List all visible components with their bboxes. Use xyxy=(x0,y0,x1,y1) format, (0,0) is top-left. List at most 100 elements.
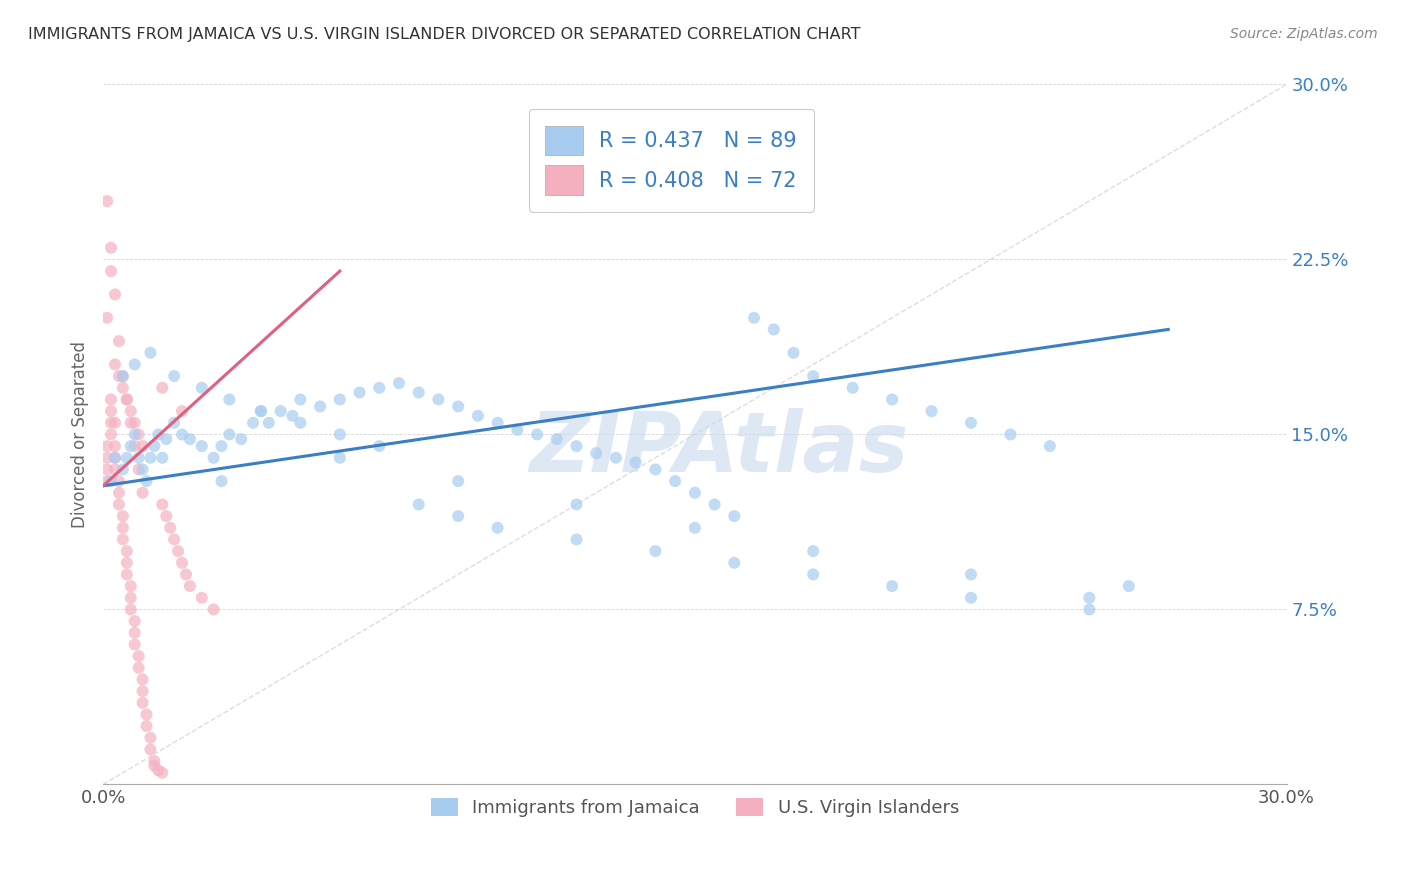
Point xyxy=(960,567,983,582)
Point xyxy=(120,579,142,593)
Point xyxy=(96,439,118,453)
Point xyxy=(108,498,131,512)
Point xyxy=(115,392,138,407)
Point xyxy=(143,754,166,768)
Point xyxy=(329,392,352,407)
Point xyxy=(179,432,201,446)
Point xyxy=(762,322,785,336)
Point xyxy=(108,369,131,384)
Point xyxy=(742,310,765,325)
Point xyxy=(120,416,142,430)
Point xyxy=(408,385,430,400)
Point xyxy=(368,439,391,453)
Point xyxy=(111,381,134,395)
Point xyxy=(250,404,273,418)
Point xyxy=(486,521,509,535)
Point xyxy=(150,450,173,465)
Point xyxy=(115,556,138,570)
Point xyxy=(190,381,212,395)
Point xyxy=(100,474,122,488)
Point xyxy=(565,439,588,453)
Point xyxy=(124,427,146,442)
Point xyxy=(211,439,233,453)
Point xyxy=(368,381,391,395)
Point xyxy=(115,450,138,465)
Point xyxy=(108,334,131,348)
Point xyxy=(96,310,118,325)
Point xyxy=(120,439,142,453)
Point xyxy=(108,474,131,488)
Y-axis label: Divorced or Separated: Divorced or Separated xyxy=(72,341,89,528)
Point xyxy=(250,404,273,418)
Point xyxy=(1039,439,1062,453)
Point xyxy=(585,446,607,460)
Point xyxy=(135,719,157,733)
Point xyxy=(163,369,186,384)
Point xyxy=(104,416,127,430)
Point xyxy=(664,474,686,488)
Point xyxy=(202,602,225,616)
Point xyxy=(801,567,824,582)
Point xyxy=(120,591,142,605)
Point xyxy=(135,707,157,722)
Point xyxy=(100,427,122,442)
Point xyxy=(349,385,371,400)
Point xyxy=(115,567,138,582)
Point xyxy=(143,758,166,772)
Point xyxy=(624,455,647,469)
Point xyxy=(120,404,142,418)
Point xyxy=(131,439,153,453)
Point xyxy=(108,485,131,500)
Point xyxy=(104,462,127,476)
Point xyxy=(408,498,430,512)
Point xyxy=(124,625,146,640)
Point xyxy=(467,409,489,423)
Point xyxy=(565,533,588,547)
Point xyxy=(104,439,127,453)
Point xyxy=(703,498,725,512)
Point xyxy=(290,416,312,430)
Point xyxy=(605,450,627,465)
Point xyxy=(190,591,212,605)
Point xyxy=(170,404,193,418)
Point xyxy=(131,673,153,687)
Point xyxy=(841,381,863,395)
Point xyxy=(683,521,706,535)
Point xyxy=(111,521,134,535)
Point xyxy=(120,602,142,616)
Point xyxy=(960,591,983,605)
Text: IMMIGRANTS FROM JAMAICA VS U.S. VIRGIN ISLANDER DIVORCED OR SEPARATED CORRELATIO: IMMIGRANTS FROM JAMAICA VS U.S. VIRGIN I… xyxy=(28,27,860,42)
Point xyxy=(170,427,193,442)
Point xyxy=(329,427,352,442)
Point xyxy=(281,409,304,423)
Point xyxy=(104,450,127,465)
Point xyxy=(139,450,162,465)
Point xyxy=(96,474,118,488)
Point xyxy=(163,533,186,547)
Point xyxy=(96,194,118,208)
Point xyxy=(921,404,943,418)
Point xyxy=(174,567,197,582)
Point xyxy=(155,432,177,446)
Point xyxy=(104,287,127,301)
Point xyxy=(447,400,470,414)
Point xyxy=(100,404,122,418)
Point xyxy=(1000,427,1022,442)
Point xyxy=(111,533,134,547)
Point xyxy=(486,416,509,430)
Point xyxy=(190,439,212,453)
Point xyxy=(100,264,122,278)
Point xyxy=(159,521,181,535)
Point xyxy=(211,474,233,488)
Point xyxy=(139,742,162,756)
Point xyxy=(124,614,146,628)
Point xyxy=(100,241,122,255)
Point xyxy=(150,498,173,512)
Point xyxy=(546,432,568,446)
Point xyxy=(329,450,352,465)
Point xyxy=(231,432,253,446)
Point xyxy=(723,509,745,524)
Point xyxy=(131,684,153,698)
Point xyxy=(427,392,450,407)
Point xyxy=(100,416,122,430)
